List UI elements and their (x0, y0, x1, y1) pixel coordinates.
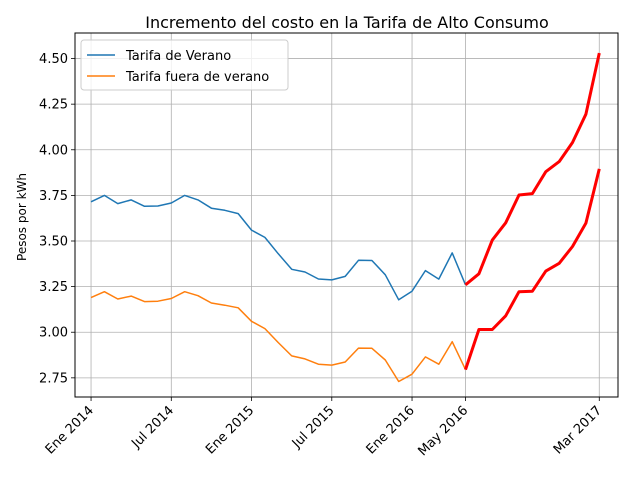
chart-title: Incremento del costo en la Tarifa de Alt… (145, 13, 549, 32)
series-line-1 (90, 290, 467, 383)
y-tick-label: 3.25 (39, 280, 68, 295)
projection-layer (464, 52, 601, 371)
y-tick-label: 4.50 (39, 52, 68, 67)
y-tick-label: 3.75 (39, 189, 68, 204)
y-tick-label: 4.00 (39, 143, 68, 158)
series-layer (90, 194, 467, 383)
y-tick-label: 3.00 (39, 326, 68, 341)
y-tick-label: 4.25 (39, 98, 68, 113)
plot-frame (74, 32, 619, 398)
y-tick-label: 3.50 (39, 235, 68, 250)
legend-box (80, 39, 289, 91)
projection-line-1 (464, 168, 601, 371)
projection-line-0 (464, 52, 601, 286)
y-axis-label: Pesos por kWh (15, 173, 29, 261)
legend: Tarifa de Verano Tarifa fuera de verano (80, 39, 289, 91)
series-line-0 (90, 194, 467, 301)
legend-label-verano: Tarifa de Verano (125, 49, 231, 64)
legend-label-fuera-de-verano: Tarifa fuera de verano (125, 70, 269, 85)
y-ticks: 2.75 3.00 3.25 3.50 3.75 4.00 4.25 4.50 (39, 52, 75, 386)
y-tick-label: 2.75 (39, 371, 68, 386)
